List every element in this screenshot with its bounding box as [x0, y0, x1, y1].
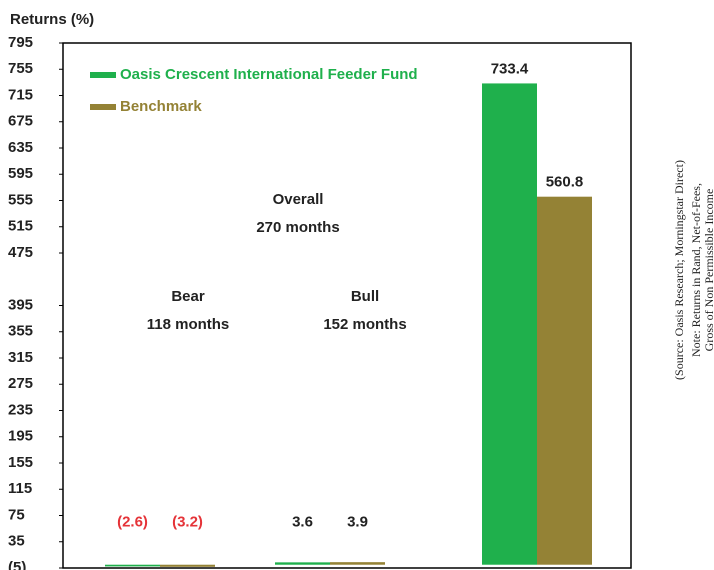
y-tick-label: 515: [8, 218, 33, 235]
y-tick-label: 635: [8, 139, 33, 156]
y-tick-label: 235: [8, 401, 33, 418]
y-tick-label: 395: [8, 296, 33, 313]
y-tick-label: 715: [8, 86, 33, 103]
y-tick-label: 35: [8, 533, 25, 550]
category-label: Bull: [351, 288, 379, 305]
y-tick-label: 115: [8, 480, 32, 497]
category-period: 270 months: [256, 219, 339, 236]
legend-swatch: [90, 104, 116, 110]
note: Gross of Non Permissible Income: [702, 189, 714, 352]
value-label: 3.9: [347, 514, 368, 531]
y-tick-label: (5): [8, 559, 26, 570]
category-label: Bear: [171, 288, 205, 305]
y-tick-label: 555: [8, 191, 33, 208]
y-tick-label: 195: [8, 428, 33, 445]
y-tick-label: 755: [8, 60, 33, 77]
y-tick-label: 275: [8, 375, 33, 392]
value-label: (2.6): [117, 514, 148, 531]
category-period: 118 months: [147, 316, 230, 333]
legend-swatch: [90, 72, 116, 78]
bar: [275, 562, 330, 565]
bar: [537, 196, 592, 565]
value-label: 560.8: [546, 174, 584, 191]
y-tick-label: 675: [8, 113, 33, 130]
value-label: 733.4: [491, 60, 529, 77]
bar: [105, 564, 160, 567]
chart-title: Returns (%): [10, 11, 94, 28]
legend-label: Oasis Crescent International Feeder Fund: [120, 66, 418, 83]
bar: [482, 83, 537, 565]
value-label: 3.6: [292, 514, 313, 531]
y-tick-label: 155: [8, 454, 33, 471]
category-period: 152 months: [323, 316, 406, 333]
y-tick-label: 315: [8, 349, 33, 366]
y-tick-label: 355: [8, 323, 33, 340]
legend-label: Benchmark: [120, 98, 202, 115]
y-tick-label: 75: [8, 506, 25, 523]
bar: [160, 564, 215, 567]
y-tick-label: 595: [8, 165, 33, 182]
y-tick-label: 795: [8, 34, 33, 51]
bar: [330, 562, 385, 565]
value-label: (3.2): [172, 514, 203, 531]
note: Note: Returns in Rand, Net-of-Fees,: [689, 183, 703, 357]
y-tick-label: 475: [8, 244, 33, 261]
note: (Source: Oasis Research; Morningstar Dir…: [672, 160, 686, 380]
category-label: Overall: [273, 191, 324, 208]
